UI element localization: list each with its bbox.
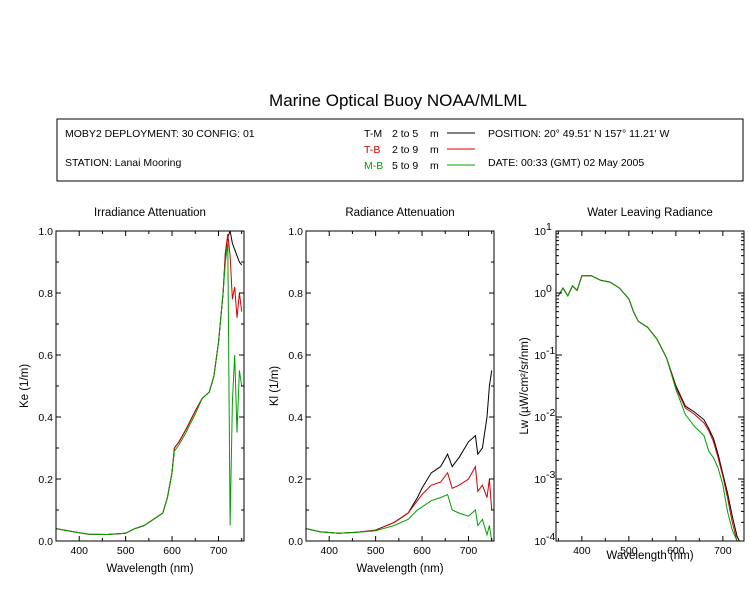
plot-frame [555,230,745,542]
legend: T-M 2 to 5 m T-B 2 to 9 m M-B 5 to 9 m [364,128,475,172]
series-line-M-B [56,243,243,536]
x-tick-label: 500 [367,545,385,557]
x-tick-label: 600 [667,545,685,557]
y-tick-exponent: -2 [546,407,555,419]
y-tick-label: 0.6 [288,350,303,362]
figure-title: Marine Optical Buoy NOAA/MLML [269,91,527,110]
y-tick-label: 0.2 [288,474,303,486]
x-tick-label: 400 [70,545,88,557]
chart-panel: Irradiance Attenuation 400 500 600 700 0.0 0.2… [19,207,245,575]
y-tick-label: 0.0 [38,536,53,548]
x-tick-label: 600 [413,545,431,557]
x-tick-label: 400 [573,545,591,557]
y-tick-exponent: 1 [546,221,552,233]
y-tick-label: 10 [534,350,546,362]
y-tick-label: 0.8 [38,288,53,300]
y-tick-exponent: 0 [546,283,552,295]
info-box-frame [56,118,744,182]
series-group [557,275,742,541]
y-tick-label: 10 [534,536,546,548]
plot-frame [55,230,245,542]
y-tick-exponent: -3 [546,469,555,481]
x-axis-label: Wavelength (nm) [106,563,193,575]
info-box: MOBY2 DEPLOYMENT: 30 CONFIG: 01 STATION:… [56,118,744,182]
y-axis-label: Lw (µW/cm²/sr/nm) [519,337,531,435]
legend-key: M-B [364,160,383,172]
legend-range: 2 to 9 [392,144,418,156]
plot-frame [305,230,495,542]
legend-key: T-M [364,128,382,140]
x-tick-label: 400 [320,545,338,557]
series-line-M-B [557,275,742,541]
y-tick-label: 10 [534,412,546,424]
x-tick-label: 700 [460,545,478,557]
y-tick-label: 1.0 [38,226,53,238]
series-line-T-M [557,275,742,541]
series-line-T-B [56,234,243,536]
legend-range: 5 to 9 [392,160,418,172]
y-tick-label: 0.6 [38,350,53,362]
chart-panel: Radiance Attenuation 400 500 600 700 0.0 0.2 0.… [269,207,495,575]
y-tick-label: 1.0 [288,226,303,238]
x-tick-label: 500 [620,545,638,557]
y-tick-exponent: -1 [546,345,555,357]
legend-unit: m [430,160,439,172]
legend-unit: m [430,144,439,156]
series-line-M-B [306,493,493,541]
panel-title: Water Leaving Radiance [587,207,713,219]
x-axis-label: Wavelength (nm) [356,563,443,575]
y-tick-label: 10 [534,474,546,486]
station-text: STATION: Lanai Mooring [65,157,181,169]
x-tick-label: 600 [163,545,181,557]
y-tick-label: 0.4 [38,412,53,424]
x-tick-label: 700 [210,545,228,557]
series-line-T-M [56,231,243,536]
x-axis-label: Wavelength (nm) [606,550,693,562]
deployment-text: MOBY2 DEPLOYMENT: 30 CONFIG: 01 [65,128,255,140]
y-axis-label: Ke (1/m) [19,364,31,408]
x-tick-label: 700 [714,545,732,557]
legend-unit: m [430,128,439,140]
date-text: DATE: 00:33 (GMT) 02 May 2005 [488,157,644,169]
x-tick-label: 500 [117,545,135,557]
y-axis-label: Kl (1/m) [269,366,281,406]
panel-title: Irradiance Attenuation [94,207,206,219]
legend-key: T-B [364,144,380,156]
series-line-T-M [306,370,493,534]
position-text: POSITION: 20° 49.51' N 157° 11.21' W [488,128,670,140]
series-line-T-B [557,275,742,541]
series-group [56,231,243,536]
y-tick-label: 0.2 [38,474,53,486]
y-tick-label: 10 [534,288,546,300]
legend-range: 2 to 5 [392,128,418,140]
y-tick-label: 0.0 [288,536,303,548]
series-group [306,370,493,541]
chart-panels: Irradiance Attenuation 400 500 600 700 0.0 0.2… [19,207,745,575]
y-tick-exponent: -4 [546,531,555,543]
panel-title: Radiance Attenuation [345,207,454,219]
y-tick-label: 0.4 [288,412,303,424]
y-tick-label: 10 [534,226,546,238]
y-tick-label: 0.8 [288,288,303,300]
